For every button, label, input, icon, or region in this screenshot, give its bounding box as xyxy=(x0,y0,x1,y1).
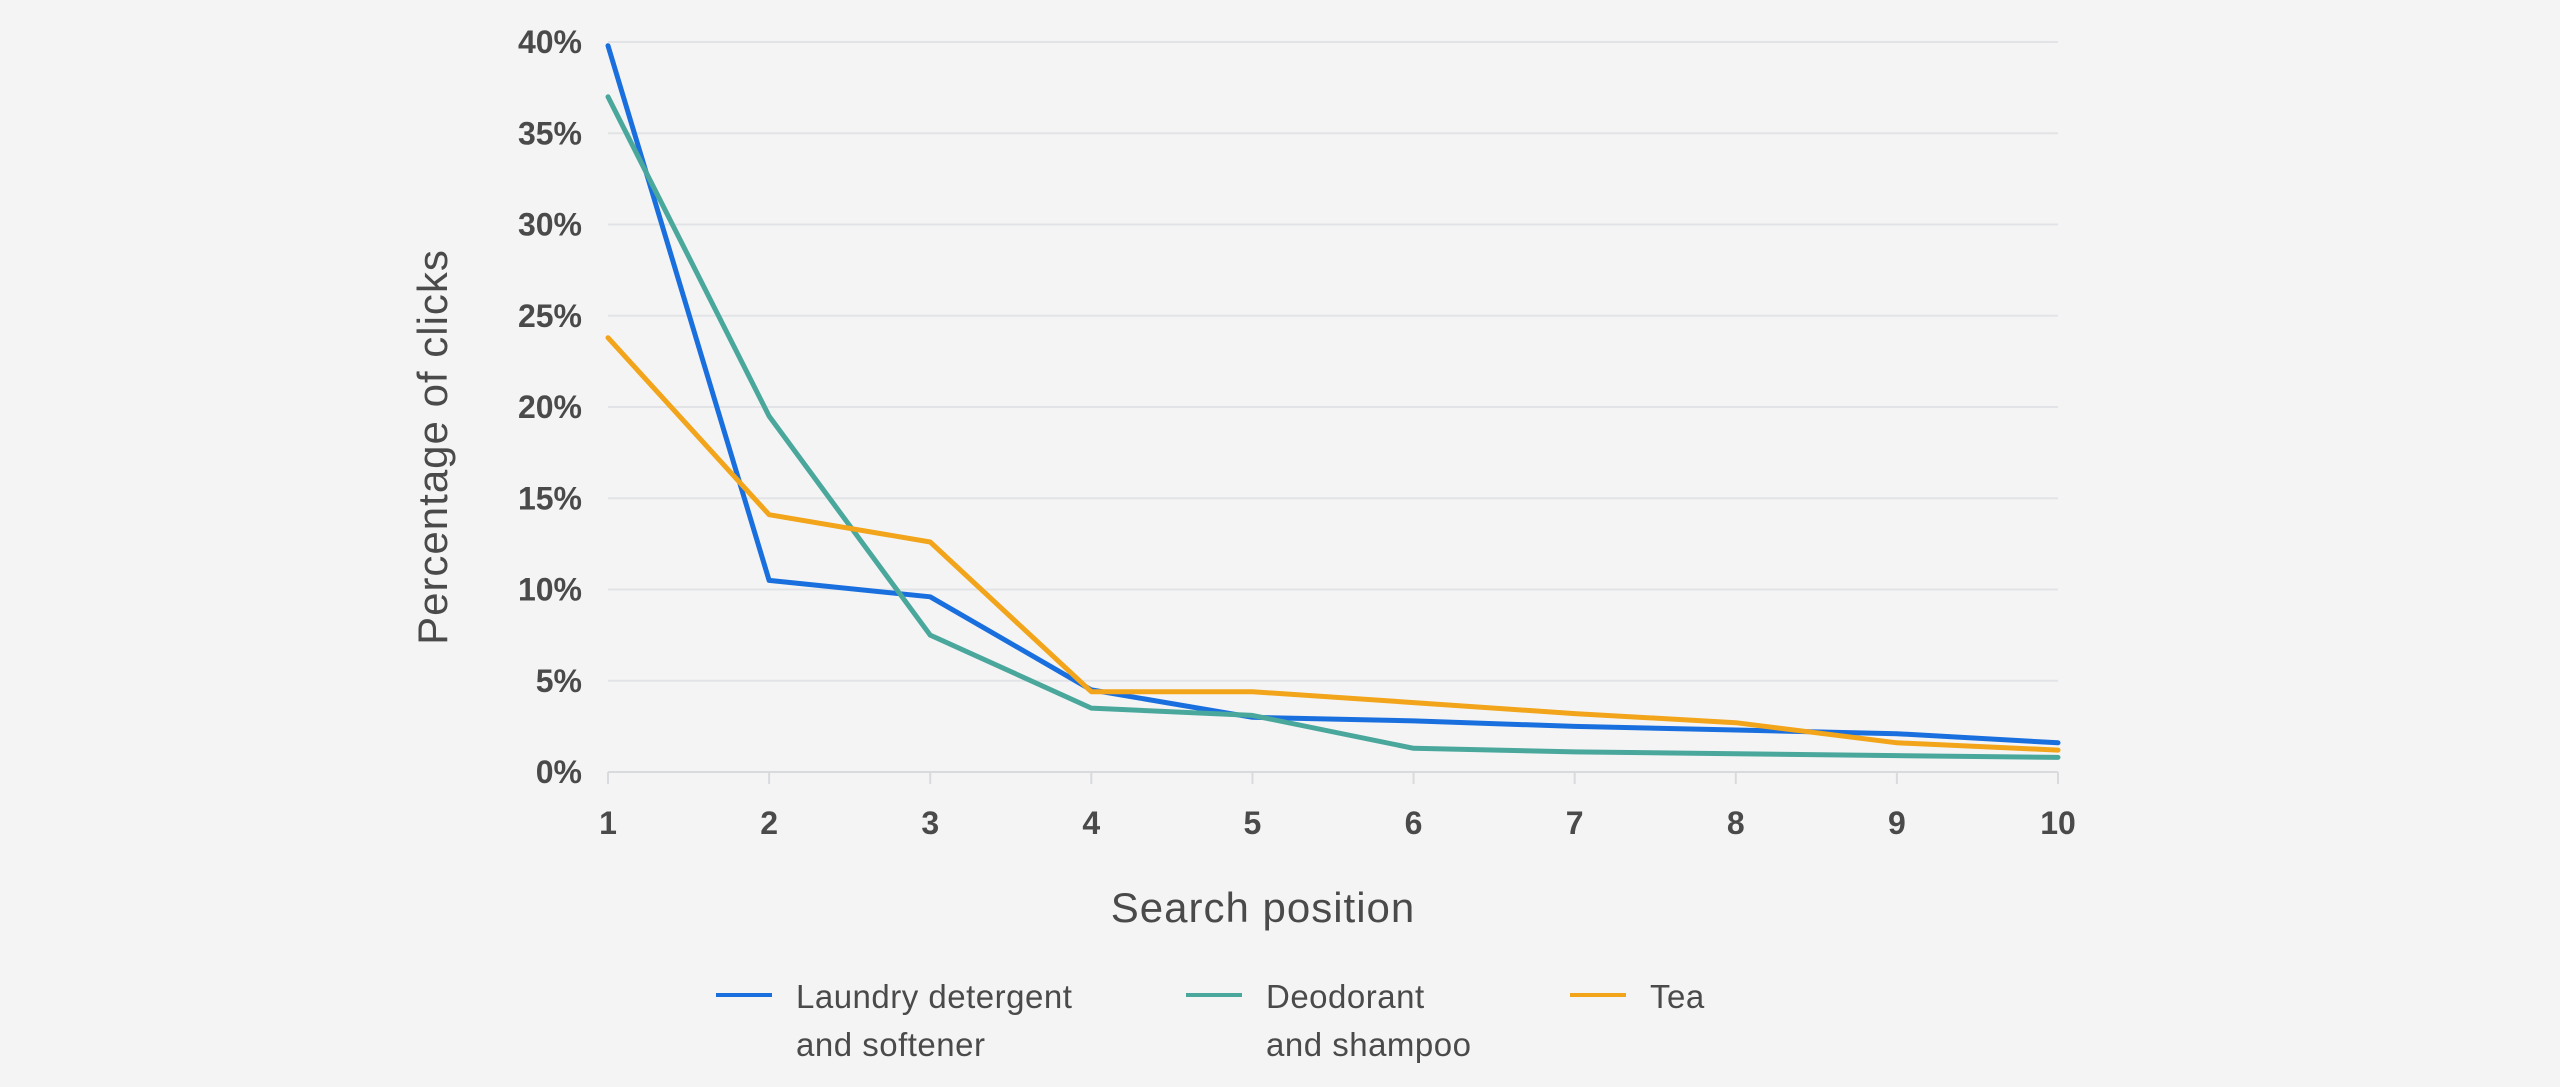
y-tick-label: 15% xyxy=(518,480,582,516)
x-tick-label: 4 xyxy=(1082,805,1100,841)
series-line-1 xyxy=(605,43,2061,746)
legend-label: and softener xyxy=(796,1026,985,1063)
x-tick-label: 6 xyxy=(1405,805,1423,841)
x-tick-label: 9 xyxy=(1888,805,1906,841)
x-tick-label: 7 xyxy=(1566,805,1584,841)
y-tick-label: 5% xyxy=(536,663,582,699)
gridlines xyxy=(608,41,2058,773)
series-lines xyxy=(605,43,2061,760)
y-tick-label: 30% xyxy=(518,207,582,243)
x-axis-ticks: 1 2 3 4 5 6 7 8 9 10 xyxy=(599,772,2076,841)
legend-label: Tea xyxy=(1650,978,1705,1015)
y-tick-label: 10% xyxy=(518,572,582,608)
series-line-2 xyxy=(605,94,2061,760)
y-tick-label: 20% xyxy=(518,389,582,425)
y-tick-label: 0% xyxy=(536,754,582,790)
y-tick-label: 40% xyxy=(518,24,582,60)
legend-label: Deodorant xyxy=(1266,978,1425,1015)
legend-label: and shampoo xyxy=(1266,1026,1471,1063)
y-tick-label: 25% xyxy=(518,298,582,334)
x-tick-label: 8 xyxy=(1727,805,1745,841)
legend-item: Deodorant and shampoo xyxy=(1186,978,1471,1063)
legend-label: Laundry detergent xyxy=(796,978,1072,1015)
legend-item: Tea xyxy=(1570,978,1705,1015)
x-axis-title: Search position xyxy=(1111,884,1416,931)
x-tick-label: 10 xyxy=(2040,805,2076,841)
x-tick-label: 2 xyxy=(760,805,778,841)
legend: Laundry detergent and softener Deodorant an… xyxy=(716,978,1705,1063)
y-axis-ticks: 0% 5% 10% 15% 20% 25% 30% 35% 40% xyxy=(518,24,582,790)
y-tick-label: 35% xyxy=(518,115,582,151)
series-line-3 xyxy=(605,335,2061,753)
x-tick-label: 3 xyxy=(921,805,939,841)
y-axis-title: Percentage of clicks xyxy=(409,249,456,645)
legend-item: Laundry detergent and softener xyxy=(716,978,1072,1063)
x-tick-label: 5 xyxy=(1244,805,1262,841)
x-tick-label: 1 xyxy=(599,805,617,841)
